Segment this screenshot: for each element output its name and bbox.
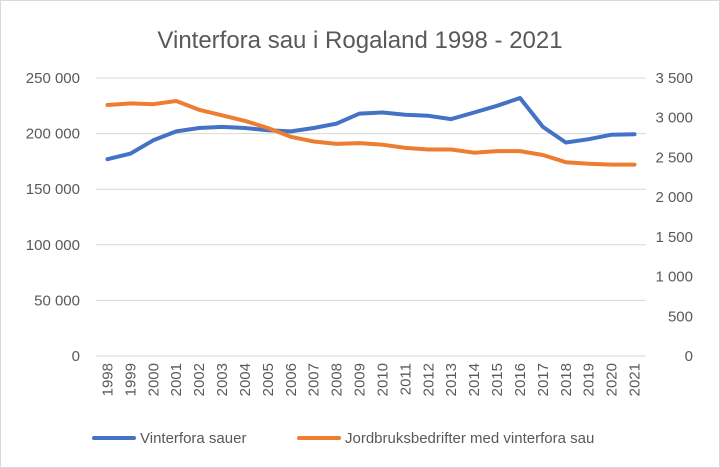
- left-tick-label: 200 000: [26, 126, 80, 143]
- left-tick-label: 100 000: [26, 237, 80, 254]
- x-tick-label: 2015: [489, 363, 506, 396]
- gridlines: [96, 77, 646, 357]
- right-tick-label: 1 000: [655, 269, 693, 286]
- x-tick-label: 2016: [512, 363, 529, 396]
- right-tick-label: 1 500: [655, 229, 693, 246]
- left-tick-label: 150 000: [26, 181, 80, 198]
- legend: Vinterfora sauer Jordbruksbedrifter med v…: [92, 430, 594, 447]
- x-axis: 1998 1999 2000 2001 2002 2003 2004 2005 2006 2007…: [99, 363, 643, 396]
- x-tick-label: 1998: [99, 363, 116, 396]
- x-tick-label: 2010: [374, 363, 391, 396]
- x-tick-label: 2017: [535, 363, 552, 396]
- left-tick-label: 50 000: [34, 292, 80, 309]
- right-tick-label: 500: [668, 308, 693, 325]
- right-axis: 0 500 1 000 1 500 2 000 2 500 3 000 3 500: [655, 70, 693, 365]
- series-line-2: [105, 99, 637, 167]
- x-tick-label: 2004: [237, 363, 254, 396]
- right-tick-label: 2 000: [655, 189, 693, 206]
- x-tick-label: 2012: [420, 363, 437, 396]
- x-tick-label: 1999: [122, 363, 139, 396]
- x-tick-label: 2018: [558, 363, 575, 396]
- right-tick-label: 3 000: [655, 110, 693, 127]
- x-tick-label: 2020: [604, 363, 621, 396]
- series-lines: [105, 96, 637, 167]
- x-tick-label: 2013: [443, 363, 460, 396]
- legend-label: Jordbruksbedrifter med vinterfora sau: [345, 430, 594, 447]
- right-tick-label: 0: [685, 348, 693, 365]
- right-tick-label: 2 500: [655, 149, 693, 166]
- x-tick-label: 2008: [329, 363, 346, 396]
- x-tick-label: 2021: [627, 363, 644, 396]
- left-tick-label: 250 000: [26, 70, 80, 87]
- x-tick-label: 2009: [352, 363, 369, 396]
- right-tick-label: 3 500: [655, 70, 693, 87]
- x-tick-label: 2002: [191, 363, 208, 396]
- x-tick-label: 2014: [466, 363, 483, 396]
- x-tick-label: 2007: [306, 363, 323, 396]
- chart-title: Vinterfora sau i Rogaland 1998 - 2021: [157, 27, 562, 54]
- x-tick-label: 2001: [168, 363, 185, 396]
- x-tick-label: 2000: [145, 363, 162, 396]
- x-tick-label: 2005: [260, 363, 277, 396]
- legend-label: Vinterfora sauer: [140, 430, 246, 447]
- x-tick-label: 2006: [283, 363, 300, 396]
- left-axis: 0 50 000 100 000 150 000 200 000 250 000: [26, 70, 80, 365]
- left-tick-label: 0: [72, 348, 80, 365]
- legend-item: Jordbruksbedrifter med vinterfora sau: [297, 430, 594, 447]
- series-line-1: [105, 96, 637, 162]
- x-tick-label: 2011: [397, 363, 414, 395]
- x-tick-label: 2003: [214, 363, 231, 396]
- legend-item: Vinterfora sauer: [92, 430, 246, 447]
- x-tick-label: 2019: [581, 363, 598, 396]
